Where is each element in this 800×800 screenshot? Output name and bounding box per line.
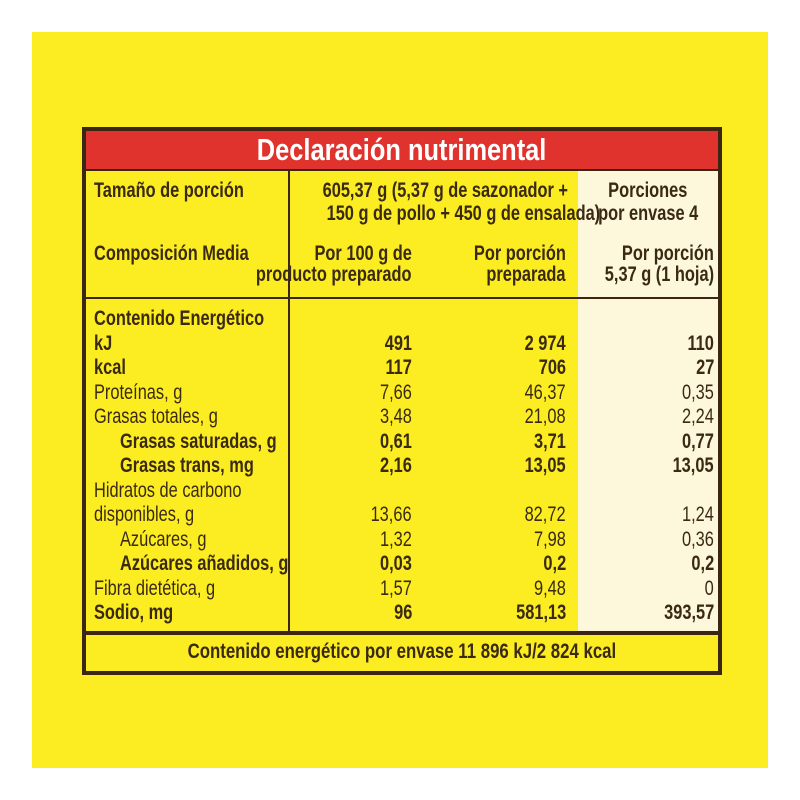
- col1-header-line2: producto preparado: [256, 263, 412, 286]
- value-per-portion: 9,48: [534, 576, 566, 600]
- nutrient-label: Azúcares añadidos, g: [120, 552, 289, 575]
- nutrient-label: Proteínas, g: [94, 380, 183, 404]
- nutrient-row: Azúcares, g 1,32 7,98 0,36: [86, 528, 718, 552]
- col2-header-line2: preparada: [486, 263, 566, 286]
- nutrient-row: kcal 117 706 27: [86, 356, 718, 380]
- value-per-portion: 2 974: [525, 331, 566, 355]
- value-per-leaf: 1,24: [682, 503, 714, 526]
- value-per-portion: 0,2: [543, 552, 566, 575]
- nutrient-row: Sodio, mg 96 581,13 393,57: [86, 601, 718, 625]
- value-per-100g: 1,32: [380, 527, 412, 551]
- nutrient-label: Grasas totales, g: [94, 405, 218, 428]
- column-divider: [288, 171, 290, 631]
- serving-size-label: Tamaño de porción: [94, 179, 244, 202]
- nutrient-label: Sodio, mg: [94, 601, 174, 624]
- nutrient-label: kJ: [94, 331, 113, 355]
- portions-line1: Porciones: [608, 179, 688, 202]
- value-per-leaf: 0,36: [682, 527, 714, 551]
- value-per-100g: 2,16: [380, 454, 412, 477]
- nutrient-row: disponibles, g 13,66 82,72 1,24: [86, 503, 718, 527]
- value-per-100g: 0,61: [380, 429, 412, 453]
- nutrition-table: Declaración nutrimental Tamaño de porció…: [82, 127, 722, 675]
- value-per-portion: 21,08: [525, 405, 566, 428]
- nutrient-row: kJ 491 2 974 110: [86, 332, 718, 356]
- nutrient-label: Azúcares, g: [120, 527, 207, 551]
- value-per-leaf: 110: [687, 331, 714, 355]
- value-per-portion: 82,72: [525, 503, 566, 526]
- nutrient-row: Hidratos de carbono: [86, 479, 718, 503]
- composition-label: Composición Media: [94, 242, 249, 265]
- value-per-100g: 117: [385, 356, 412, 379]
- value-per-leaf: 0,77: [682, 429, 714, 453]
- per-leaf-column-highlight: [578, 169, 718, 631]
- value-per-leaf: 13,05: [673, 454, 714, 477]
- nutrient-label: kcal: [94, 356, 126, 379]
- value-per-100g: 13,66: [371, 503, 412, 526]
- portions-line2: por envase 4: [597, 202, 699, 225]
- col2-header-line1: Por porción: [474, 242, 566, 265]
- value-per-leaf: 27: [695, 356, 714, 379]
- value-per-leaf: 393,57: [663, 601, 714, 624]
- value-per-100g: 96: [393, 601, 412, 624]
- value-per-100g: 1,57: [380, 576, 412, 600]
- value-per-100g: 491: [384, 331, 412, 355]
- header-divider: [288, 297, 718, 299]
- value-per-portion: 3,71: [534, 429, 566, 453]
- nutrient-row: Azúcares añadidos, g 0,03 0,2 0,2: [86, 552, 718, 576]
- col3-header-line2: 5,37 g (1 hoja): [604, 263, 714, 286]
- value-per-100g: 7,66: [380, 380, 412, 404]
- nutrient-row: Fibra dietética, g 1,57 9,48 0: [86, 577, 718, 601]
- footer-energy-per-package: Contenido energético por envase 11 896 k…: [86, 631, 718, 671]
- value-per-leaf: 0,35: [682, 380, 714, 404]
- value-per-100g: 3,48: [380, 405, 412, 428]
- value-per-portion: 46,37: [525, 380, 566, 404]
- nutrient-row: Grasas trans, mg 2,16 13,05 13,05: [86, 454, 718, 478]
- nutrient-label: Grasas trans, mg: [120, 454, 254, 477]
- serving-size-value-line1: 605,37 g (5,37 g de sazonador +: [322, 179, 568, 202]
- nutrient-row: Proteínas, g 7,66 46,37 0,35: [86, 381, 718, 405]
- col1-header-line1: Por 100 g de: [314, 242, 412, 265]
- value-per-portion: 706: [538, 356, 566, 379]
- nutrient-row: Grasas saturadas, g 0,61 3,71 0,77: [86, 430, 718, 454]
- value-per-leaf: 0,2: [691, 552, 714, 575]
- nutrient-row: Contenido Energético: [86, 307, 718, 331]
- nutrient-row: Grasas totales, g 3,48 21,08 2,24: [86, 405, 718, 429]
- value-per-portion: 7,98: [534, 527, 566, 551]
- value-per-leaf: 2,24: [682, 405, 714, 428]
- nutrient-label: disponibles, g: [94, 503, 195, 526]
- col3-header-line1: Por porción: [622, 242, 714, 265]
- nutrient-label: Fibra dietética, g: [94, 576, 216, 600]
- nutrient-label: Grasas saturadas, g: [120, 429, 277, 453]
- value-per-portion: 13,05: [525, 454, 566, 477]
- nutrient-label: Contenido Energético: [94, 307, 265, 330]
- value-per-100g: 0,03: [380, 552, 412, 575]
- value-per-leaf: 0: [704, 576, 714, 600]
- table-title: Declaración nutrimental: [86, 131, 718, 171]
- header-divider-left: [86, 297, 288, 299]
- nutrient-label: Hidratos de carbono: [94, 478, 242, 502]
- value-per-portion: 581,13: [515, 601, 566, 624]
- serving-size-value-line2: 150 g de pollo + 450 g de ensalada): [326, 202, 601, 225]
